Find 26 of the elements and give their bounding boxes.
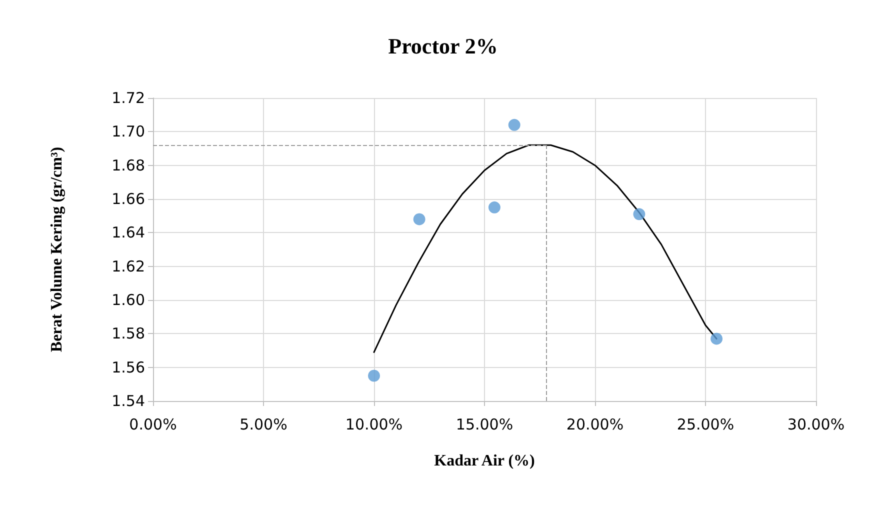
y-tick-label: 1.56 — [112, 358, 145, 376]
y-tick-label: 1.70 — [112, 122, 145, 141]
point — [508, 118, 520, 131]
x-tick-label: 0.00% — [129, 416, 177, 434]
y-tick-label: 1.72 — [112, 89, 145, 107]
point — [368, 370, 380, 382]
y-tick-label: 1.62 — [112, 257, 145, 276]
point — [413, 213, 426, 226]
x-tick-label: 20.00% — [566, 416, 624, 434]
point — [488, 201, 500, 214]
y-tick-label: 1.66 — [112, 190, 145, 208]
chart-title: Proctor 2% — [388, 34, 498, 58]
point — [710, 332, 723, 345]
y-tick-label: 1.64 — [112, 224, 145, 242]
point — [633, 208, 646, 220]
x-tick-label: 10.00% — [345, 416, 403, 434]
y-axis-title: Berat Volume Kering (gr/cm³) — [48, 146, 66, 352]
x-axis-title: Kadar Air (%) — [434, 452, 535, 470]
x-tick-label: 15.00% — [456, 416, 514, 434]
y-tick-label: 1.58 — [112, 324, 145, 343]
y-tick-label: 1.54 — [112, 392, 145, 410]
y-tick-label: 1.68 — [112, 156, 145, 174]
x-tick-label: 25.00% — [676, 416, 734, 434]
x-tick-label: 30.00% — [787, 416, 845, 434]
x-tick-label: 5.00% — [240, 416, 288, 434]
y-tick-label: 1.60 — [112, 291, 145, 309]
